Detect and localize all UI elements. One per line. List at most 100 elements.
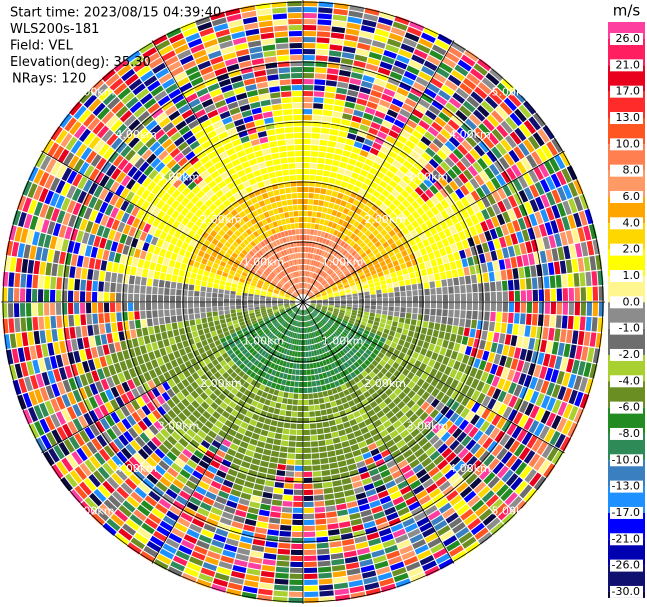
gate [379, 275, 386, 281]
gate [352, 449, 362, 457]
gate [248, 304, 254, 308]
gate [357, 42, 371, 51]
gate [142, 382, 151, 393]
gate [307, 381, 312, 387]
gate [451, 269, 458, 278]
gate [237, 265, 244, 272]
gate [441, 107, 454, 118]
gate [182, 226, 191, 235]
gate [493, 238, 501, 250]
gate [144, 495, 158, 507]
gate [408, 357, 417, 366]
gate [263, 317, 270, 322]
gate [344, 427, 353, 435]
gate [382, 175, 392, 184]
gate [212, 288, 219, 294]
gate [378, 527, 392, 537]
gate [189, 278, 196, 285]
gate [490, 291, 496, 302]
gate [299, 327, 302, 333]
gate [353, 376, 361, 384]
gate [100, 161, 112, 174]
gate [427, 82, 440, 94]
gate [418, 437, 429, 447]
gate [218, 429, 227, 438]
gate [326, 511, 337, 518]
gate [569, 244, 577, 259]
gate [63, 152, 75, 166]
gate [262, 423, 270, 431]
gate [219, 261, 227, 268]
gate [373, 176, 382, 185]
gate [282, 312, 287, 317]
gate [218, 333, 225, 340]
gate [313, 97, 324, 104]
gate [210, 507, 223, 516]
gate [303, 151, 311, 157]
gate [301, 315, 303, 321]
gate [539, 339, 547, 353]
gate [314, 73, 326, 80]
gate [267, 310, 273, 314]
gate [501, 247, 510, 259]
gate [51, 263, 58, 277]
gate [329, 546, 343, 554]
gate [279, 309, 285, 313]
gate [303, 393, 309, 399]
gate [382, 434, 392, 443]
gate [359, 324, 366, 329]
gate [518, 189, 529, 203]
gate [257, 339, 264, 346]
gate [428, 274, 435, 282]
gate [273, 584, 289, 591]
gate [580, 287, 586, 301]
gate [504, 234, 513, 247]
gate [379, 166, 388, 175]
gate [385, 245, 392, 253]
gate [424, 462, 436, 473]
gate [424, 188, 434, 199]
gate [161, 331, 168, 340]
gate [313, 350, 318, 356]
gate [286, 330, 290, 336]
gate [293, 393, 299, 399]
gate [247, 469, 258, 477]
gate [316, 268, 320, 274]
gate [465, 319, 472, 328]
gate [405, 495, 418, 506]
gate [338, 521, 351, 529]
gate [502, 198, 512, 211]
gate [254, 304, 260, 308]
gate [408, 501, 421, 511]
gate [197, 268, 204, 276]
gate [195, 255, 203, 263]
gate [417, 354, 425, 362]
gate [151, 387, 161, 398]
gate [303, 339, 306, 345]
gate [363, 178, 372, 186]
gate [27, 259, 35, 274]
gate [50, 276, 57, 290]
gate [190, 325, 197, 332]
gate [338, 325, 345, 331]
gate [336, 337, 342, 343]
gate [152, 409, 162, 420]
gate [373, 479, 384, 488]
gate [406, 290, 412, 297]
gate [334, 360, 340, 367]
gate [551, 189, 562, 204]
gate [321, 385, 327, 391]
gate [497, 507, 512, 521]
gate [374, 28, 390, 38]
gate [161, 265, 168, 273]
gate [141, 461, 154, 473]
gate [339, 161, 348, 169]
gate [335, 418, 343, 425]
gate [585, 316, 592, 332]
gate [289, 573, 303, 579]
gate [254, 292, 260, 296]
gate [218, 367, 226, 375]
gate [346, 299, 352, 302]
gate [88, 257, 96, 269]
gate [416, 397, 426, 407]
